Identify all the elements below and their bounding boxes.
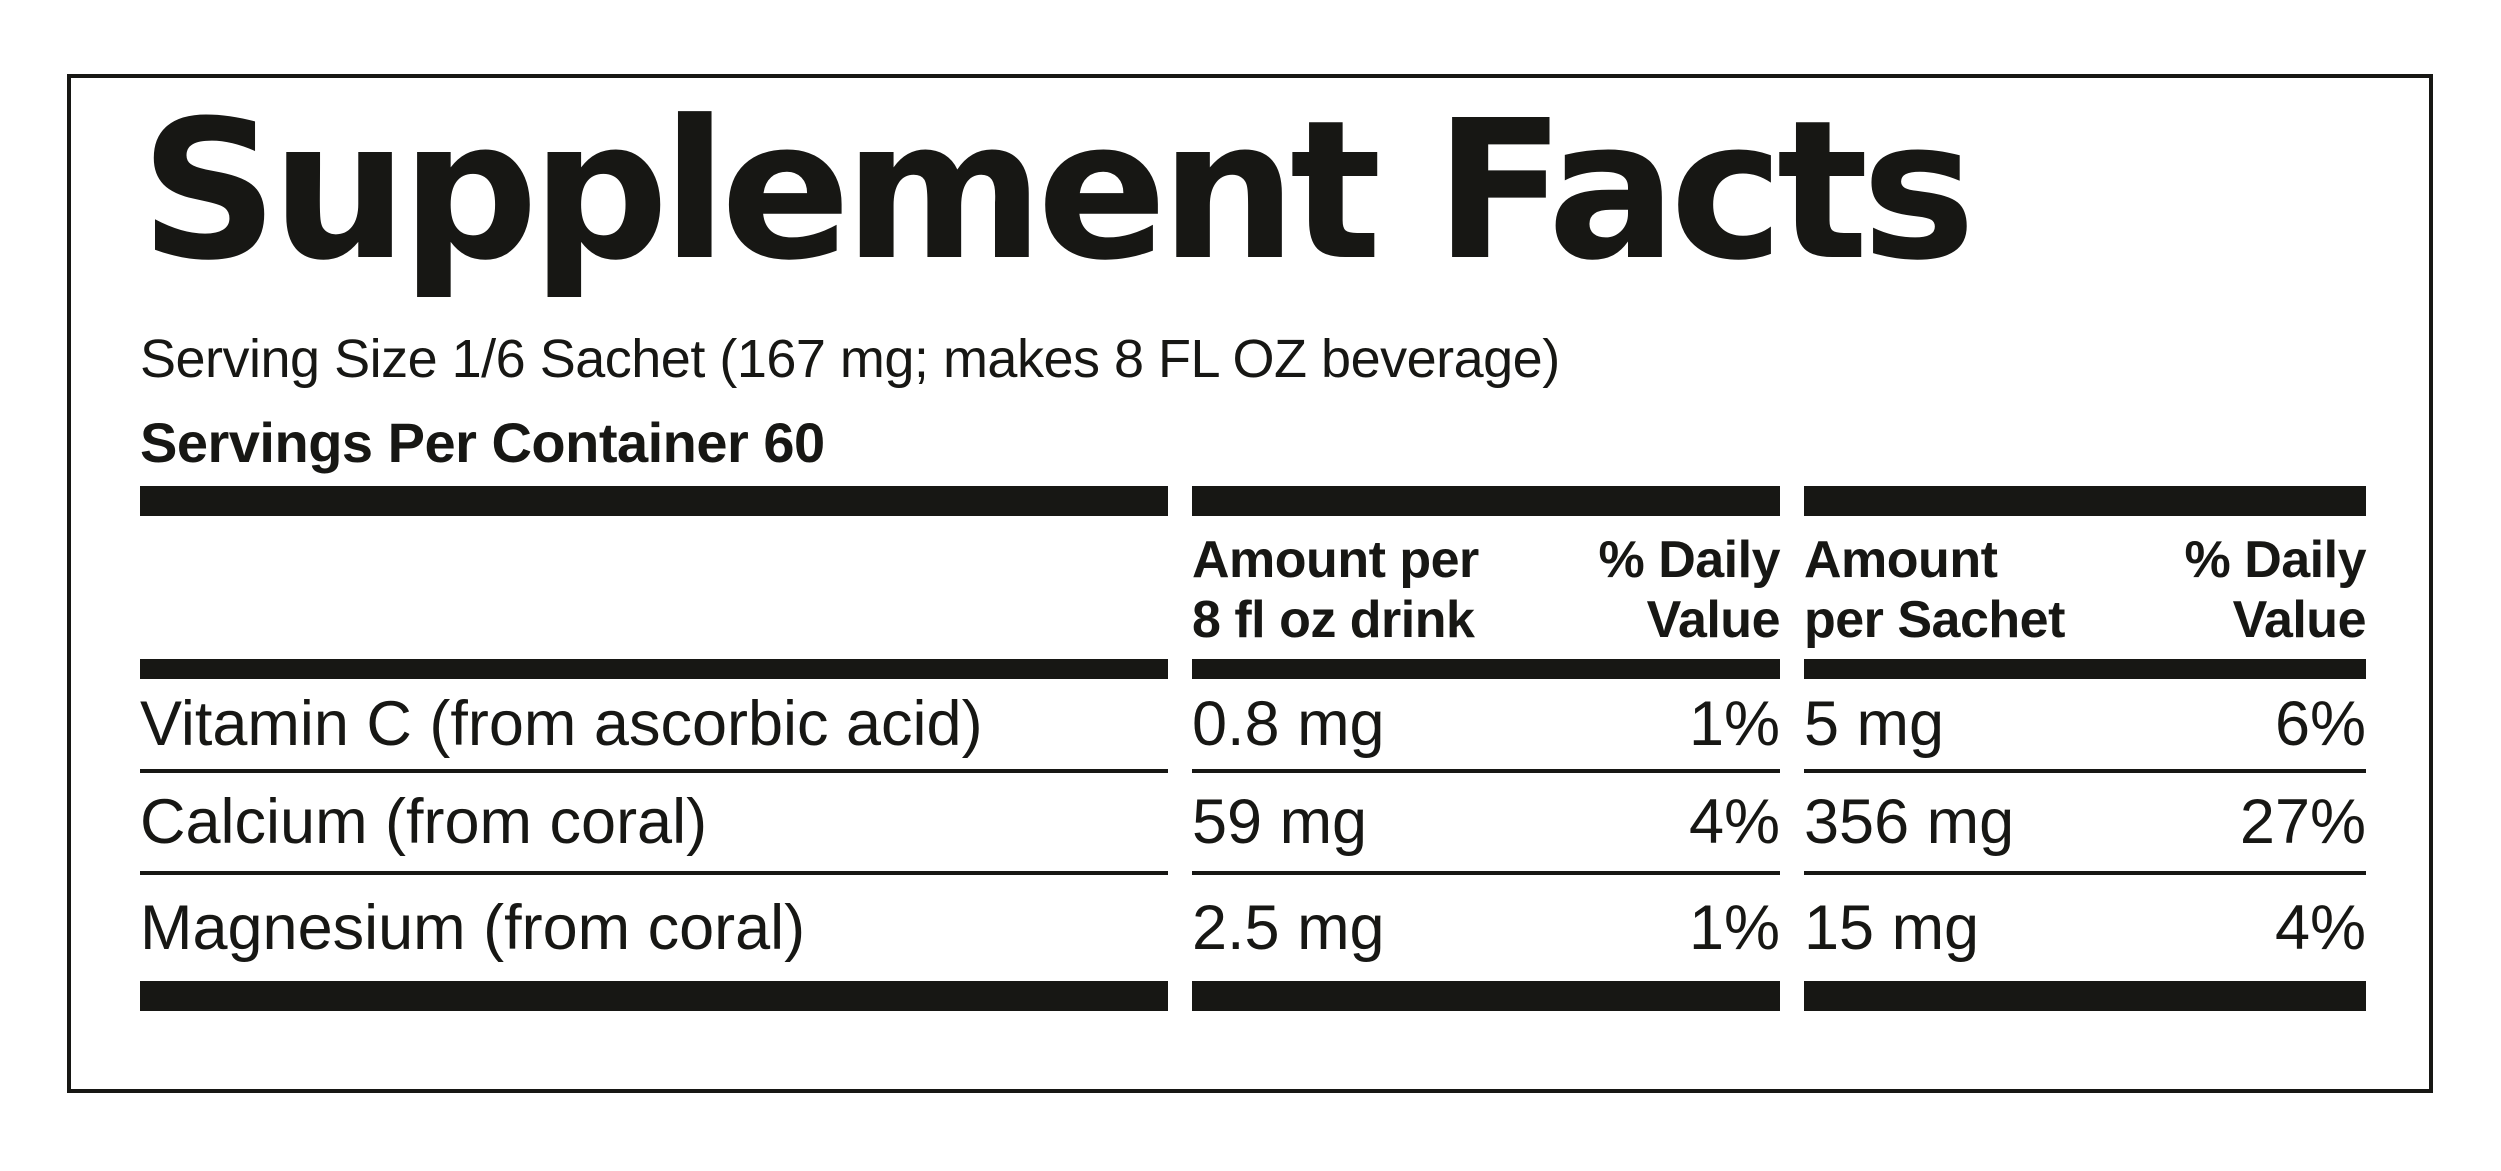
bar-segment (140, 980, 1168, 1011)
column-header-line: Amount (1804, 531, 1998, 590)
row-name-cell: Vitamin C (from ascorbic acid) (140, 679, 1168, 773)
row-drink-cells: 2.5 mg 1% (1192, 875, 1780, 981)
amount-per-drink-value: 2.5 mg (1192, 892, 1385, 963)
column-header-line: % Daily (1598, 531, 1781, 590)
nutrient-name: Vitamin C (from ascorbic acid) (140, 688, 983, 759)
table-header-row: Amount per 8 fl oz drink % Daily Value A… (140, 516, 2367, 659)
daily-value-sachet: 6% (2274, 688, 2366, 759)
header-spacer (140, 530, 1168, 651)
bar-segment (1192, 980, 1780, 1011)
nutrient-name: Magnesium (from coral) (140, 892, 806, 963)
daily-value-sachet: 27% (2239, 786, 2366, 857)
column-header-amount-per-sachet: Amount per Sachet (1804, 530, 2065, 651)
row-sachet-cells: 15 mg 4% (1804, 875, 2366, 981)
servings-per-container-text: Servings Per Container 60 (140, 411, 825, 475)
bar-segment (1804, 486, 2366, 517)
row-sachet-cells: 5 mg 6% (1804, 679, 2366, 773)
bar-segment (1192, 486, 1780, 517)
table-row: Vitamin C (from ascorbic acid) 0.8 mg 1%… (140, 679, 2366, 773)
table-header-rule-bar (140, 658, 2366, 679)
column-header-line: Amount per (1192, 531, 1479, 590)
table-top-rule-bar (140, 486, 2366, 517)
column-header-line: Value (2232, 591, 2367, 650)
amount-per-drink-value: 59 mg (1192, 786, 1368, 857)
daily-value-drink: 1% (1688, 892, 1780, 963)
header-group-sachet: Amount per Sachet % Daily Value (1804, 530, 2367, 651)
table-row: Magnesium (from coral) 2.5 mg 1% 15 mg 4… (140, 875, 2366, 981)
column-header-line: 8 fl oz drink (1192, 591, 1475, 650)
bar-segment (1192, 658, 1780, 679)
column-header-amount-per-drink: Amount per 8 fl oz drink (1192, 530, 1479, 651)
table-bottom-rule-bar (140, 980, 2366, 1011)
row-drink-cells: 59 mg 4% (1192, 773, 1780, 875)
label-title: Supplement Facts (140, 80, 1976, 303)
bar-segment (140, 658, 1168, 679)
amount-per-sachet-value: 356 mg (1804, 786, 2015, 857)
row-drink-cells: 0.8 mg 1% (1192, 679, 1780, 773)
bar-segment (1804, 980, 2366, 1011)
serving-size-text: Serving Size 1/6 Sachet (167 mg; makes 8… (140, 329, 1560, 389)
row-name-cell: Magnesium (from coral) (140, 875, 1168, 981)
amount-per-drink-value: 0.8 mg (1192, 688, 1385, 759)
table-row: Calcium (from coral) 59 mg 4% 356 mg 27% (140, 773, 2366, 875)
row-name-cell: Calcium (from coral) (140, 773, 1168, 875)
amount-per-sachet-value: 5 mg (1804, 688, 1945, 759)
daily-value-drink: 1% (1688, 688, 1780, 759)
nutrient-name: Calcium (from coral) (140, 786, 708, 857)
daily-value-drink: 4% (1688, 786, 1780, 857)
column-header-line: Value (1646, 591, 1781, 650)
bar-segment (140, 486, 1168, 517)
column-header-line: per Sachet (1804, 591, 2065, 650)
column-header-daily-value-drink: % Daily Value (1598, 530, 1781, 651)
row-sachet-cells: 356 mg 27% (1804, 773, 2366, 875)
column-header-line: % Daily (2184, 531, 2367, 590)
bar-segment (1804, 658, 2366, 679)
label-border-box: Supplement Facts Serving Size 1/6 Sachet… (67, 74, 2433, 1093)
daily-value-sachet: 4% (2274, 892, 2366, 963)
header-group-drink: Amount per 8 fl oz drink % Daily Value (1192, 530, 1781, 651)
column-header-daily-value-sachet: % Daily Value (2184, 530, 2367, 651)
amount-per-sachet-value: 15 mg (1804, 892, 1980, 963)
